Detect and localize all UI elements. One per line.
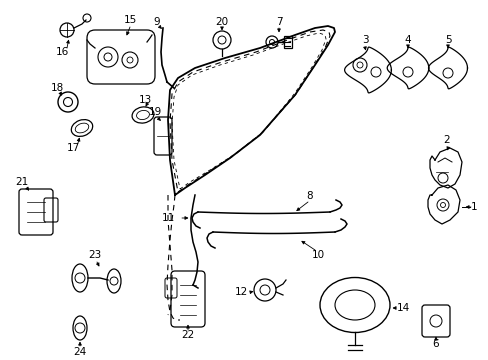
Text: 4: 4 (404, 35, 410, 45)
Text: 9: 9 (153, 17, 160, 27)
Text: 20: 20 (215, 17, 228, 27)
Text: 8: 8 (306, 191, 313, 201)
Text: 24: 24 (73, 347, 86, 357)
Text: 7: 7 (275, 17, 282, 27)
Text: 1: 1 (470, 202, 476, 212)
Text: 12: 12 (234, 287, 247, 297)
Text: 17: 17 (66, 143, 80, 153)
Text: 16: 16 (55, 47, 68, 57)
Text: 10: 10 (311, 250, 324, 260)
Text: 3: 3 (361, 35, 367, 45)
Text: 14: 14 (396, 303, 409, 313)
Text: 11: 11 (162, 213, 175, 223)
Text: 21: 21 (15, 177, 29, 187)
Text: 18: 18 (50, 83, 63, 93)
Text: 5: 5 (444, 35, 450, 45)
Text: 2: 2 (443, 135, 449, 145)
Text: 6: 6 (432, 339, 438, 349)
Text: 23: 23 (88, 250, 102, 260)
Text: 22: 22 (181, 330, 194, 340)
Text: 15: 15 (123, 15, 136, 25)
Text: 13: 13 (138, 95, 151, 105)
Text: 19: 19 (148, 107, 162, 117)
